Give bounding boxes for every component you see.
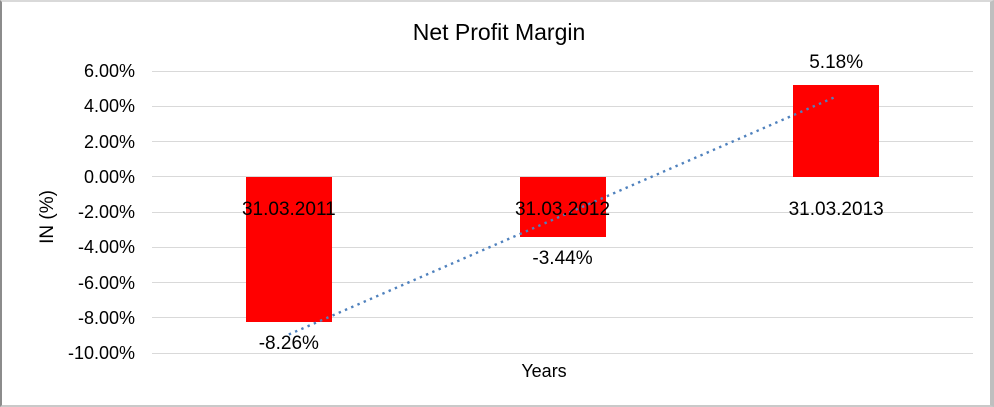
category-label: 31.03.2011 (241, 199, 336, 220)
plot-area (152, 70, 973, 354)
gridline (152, 70, 973, 72)
gridline (152, 317, 973, 319)
gridline (152, 141, 973, 142)
x-axis-title: Years (521, 361, 567, 381)
gridline (152, 352, 973, 354)
value-label: -8.26% (258, 333, 319, 355)
y-tick-label: 0.00% (83, 166, 135, 187)
category-label: 31.03.2013 (788, 199, 884, 220)
trendline (288, 95, 837, 336)
gridline (152, 246, 973, 248)
gridline (152, 282, 973, 283)
y-tick-label: -6.00% (77, 272, 135, 293)
value-label: 5.18% (809, 52, 864, 74)
y-tick-label: -10.00% (67, 343, 135, 363)
category-label: 31.03.2012 (514, 199, 611, 220)
chart-title: Net Profit Margin (412, 19, 586, 45)
bar-31.03.2013 (793, 85, 880, 177)
y-tick-label: -2.00% (77, 202, 135, 222)
y-tick-label: -4.00% (77, 237, 135, 258)
y-tick-label: -8.00% (77, 307, 135, 328)
y-tick-label: 6.00% (83, 61, 135, 81)
y-tick-label: 2.00% (83, 131, 135, 152)
bar-31.03.2011 (245, 176, 332, 323)
gridline (152, 105, 973, 107)
y-tick-label: 4.00% (83, 96, 135, 117)
value-label: -3.44% (532, 248, 593, 270)
